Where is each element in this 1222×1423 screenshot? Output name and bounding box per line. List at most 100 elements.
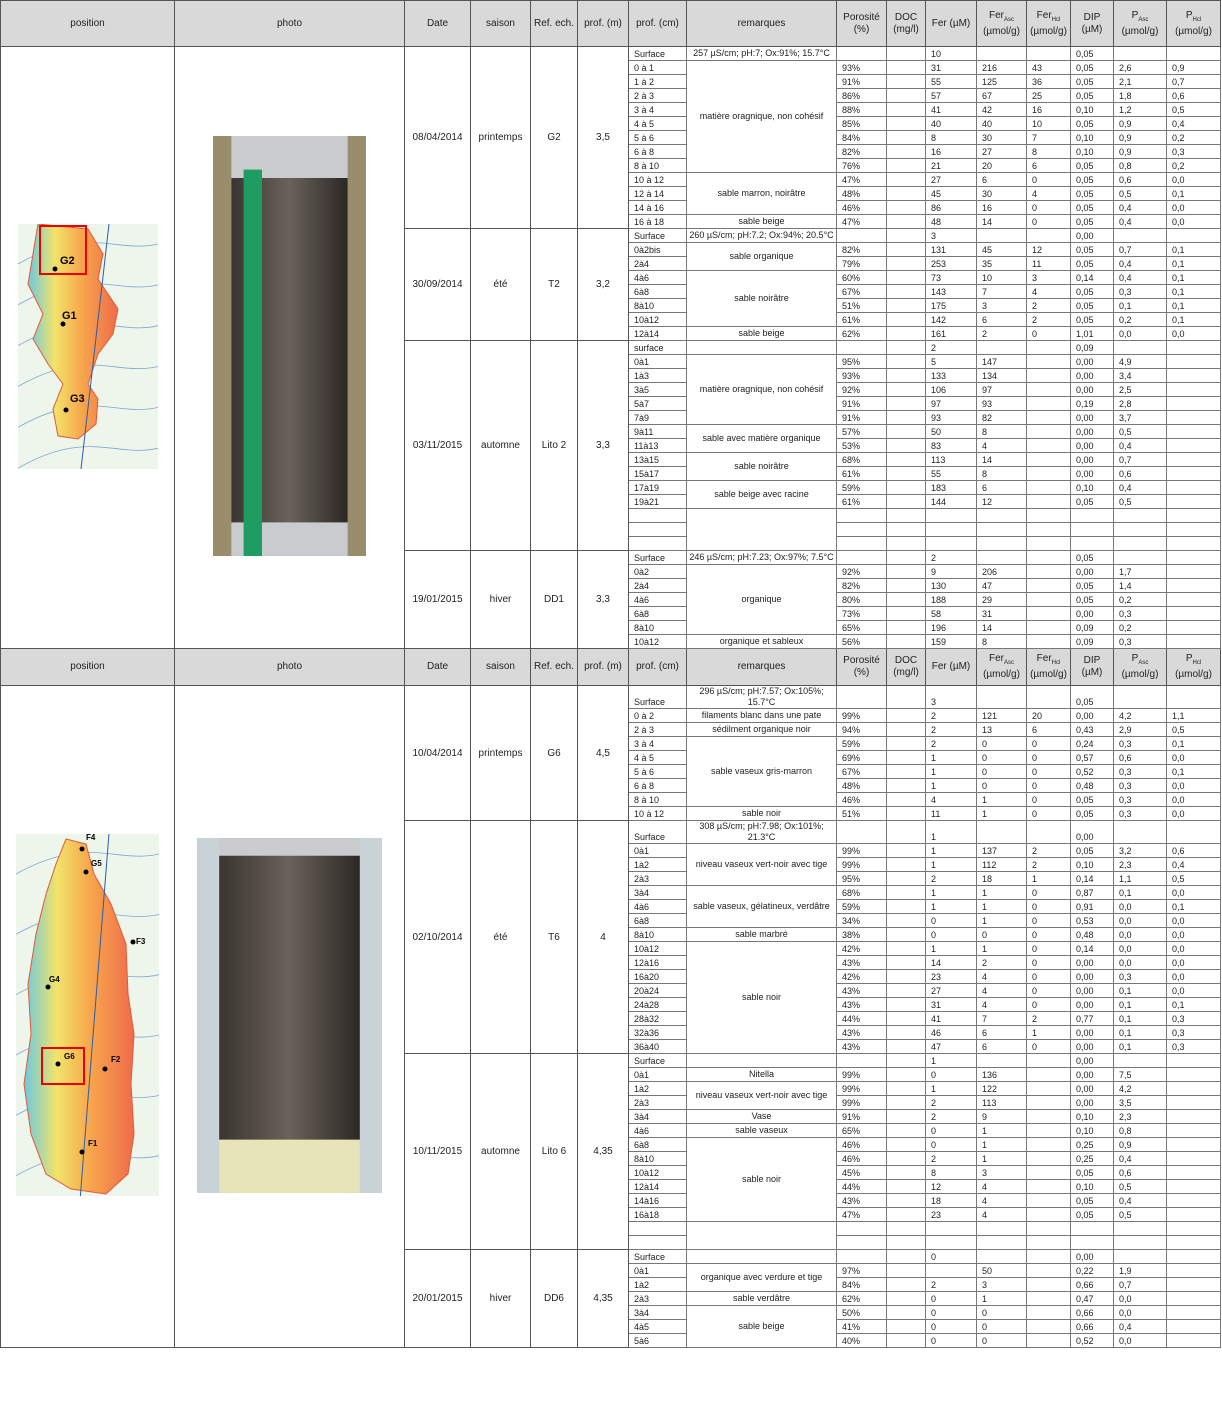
data-row: 10à12 45% 8 3 0,05 0,6 (1, 1165, 1221, 1180)
data-row: 0 à 1 matière oragnique, non cohésif 93% 31… (1, 60, 1221, 173)
value: 0,4 (1113, 256, 1167, 271)
header-subscript: Hcl (1192, 660, 1202, 666)
value (1166, 1319, 1221, 1334)
header-label: position (70, 17, 105, 29)
column-header: FerAsc (µmol/g) (976, 0, 1027, 47)
value: 1 (976, 941, 1027, 956)
data-row: 5 à 6 67% 1 0 0 0,52 0,3 0,1 (1, 764, 1221, 779)
value (1166, 1333, 1221, 1348)
value: 0,0 (1113, 1291, 1167, 1306)
value (886, 1333, 926, 1348)
value: 18 (925, 1193, 977, 1208)
column-header: position (0, 0, 175, 47)
depth: 8 à 10 (628, 792, 687, 807)
value: 2,8 (1113, 396, 1167, 411)
value: 0,00 (1070, 424, 1114, 439)
station-dot (102, 1066, 108, 1072)
value: 0 (1026, 792, 1071, 807)
value (1166, 820, 1221, 844)
header-label: prof. (cm) (636, 17, 679, 29)
value: 1,4 (1113, 578, 1167, 593)
header-label: DOC (894, 11, 918, 23)
value: 0,1 (1166, 736, 1221, 751)
value: 59% (836, 480, 887, 495)
value (886, 708, 926, 723)
value (886, 494, 926, 509)
header-label: Fer (988, 9, 1004, 21)
sample-saison: hiver (470, 550, 531, 649)
depth: Surface (628, 685, 687, 709)
value (1166, 452, 1221, 467)
value: 40% (836, 1333, 887, 1348)
remark: organique avec verdure et tige (686, 1263, 837, 1292)
sample-prof-m: 3,3 (577, 340, 629, 551)
value (886, 88, 926, 103)
depth: 3 à 4 (628, 102, 687, 117)
value: 0,0 (1113, 326, 1167, 341)
value: 0,05 (1070, 685, 1114, 709)
value (1026, 1151, 1071, 1166)
value: 0,66 (1070, 1277, 1114, 1292)
value (1166, 1221, 1221, 1236)
value: 6 (1026, 158, 1071, 173)
depth: 15à17 (628, 466, 687, 481)
value: 1 (976, 806, 1027, 821)
value: 91% (836, 74, 887, 89)
value: 0,05 (1070, 592, 1114, 607)
value: 47% (836, 214, 887, 229)
value: 55 (925, 466, 977, 481)
depth: 5 à 6 (628, 764, 687, 779)
value: 0,10 (1070, 1109, 1114, 1124)
value: 0,3 (1113, 778, 1167, 793)
depth: 0 à 2 (628, 708, 687, 723)
value (1113, 536, 1167, 551)
data-row: 02/10/2014 été T6 4 Surface 308 µS/cm; pH:7.9… (1, 820, 1221, 1054)
data-row: 13à15 sable noirâtre 68% 113 14 0,00 0,7 (1, 452, 1221, 481)
sample-prof-m: 4,35 (577, 1249, 629, 1348)
sample-date: 19/01/2015 (404, 550, 471, 649)
header-label: remarques (737, 661, 786, 672)
value: 0,0 (1166, 941, 1221, 956)
value: 188 (925, 592, 977, 607)
value: 82% (836, 578, 887, 593)
value: 0,1 (1113, 298, 1167, 313)
sample-ref: G2 (530, 46, 578, 229)
value: 0,1 (1166, 312, 1221, 327)
value: 0,00 (1070, 410, 1114, 425)
value: 0,10 (1070, 102, 1114, 117)
value: 0,24 (1070, 736, 1114, 751)
value: 45% (836, 1165, 887, 1180)
value: 0,9 (1166, 60, 1221, 75)
value: 0,0 (1166, 172, 1221, 187)
remark: niveau vaseux vert-noir avec tige (686, 843, 837, 886)
value (886, 1221, 926, 1236)
data-row: 19/01/2015 hiver DD1 3,3 Surface 246 µS/cm; p… (1, 550, 1221, 649)
value: 0 (976, 927, 1027, 942)
core-photo (213, 136, 366, 556)
value: 85% (836, 116, 887, 131)
value: 2 (1026, 312, 1071, 327)
value: 0,3 (1113, 736, 1167, 751)
value: 0,05 (1070, 158, 1114, 173)
value (886, 620, 926, 635)
data-row: 5à7 91% 97 93 0,19 2,8 (1, 396, 1221, 411)
value: 143 (925, 284, 977, 299)
value (1113, 340, 1167, 355)
value (886, 298, 926, 313)
value (886, 438, 926, 453)
value (976, 1221, 1027, 1236)
header-row: position photo Date saison Ref. ech. prof. (m… (0, 648, 1221, 686)
value: 7 (976, 1011, 1027, 1026)
value (1166, 1305, 1221, 1320)
value: 4 (976, 1179, 1027, 1194)
value: 125 (976, 74, 1027, 89)
value (1166, 1123, 1221, 1138)
header-subscript: Asc (1003, 660, 1014, 666)
value: 0,1 (1166, 298, 1221, 313)
position-cell: F4 G5 F3 G4 G6 F2 F1 (0, 685, 175, 1348)
value: 112 (976, 857, 1027, 872)
value (1166, 368, 1221, 383)
sample-saison: printemps (470, 685, 531, 821)
value (886, 312, 926, 327)
remark: sable beige (686, 214, 837, 229)
